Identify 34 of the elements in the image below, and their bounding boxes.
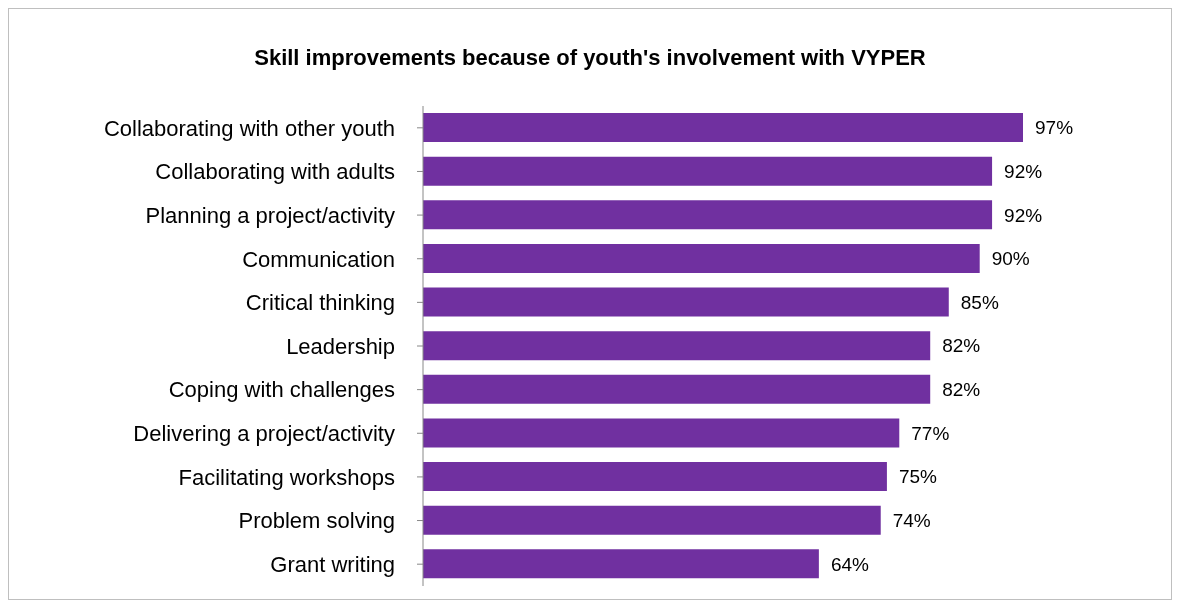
bar [423,462,887,492]
data-label: 82% [942,335,981,357]
y-tick-label: Delivering a project/activity [133,421,395,447]
bar [423,113,1023,142]
y-tick-label: Collaborating with other youth [103,115,395,141]
y-tick-label: Communication [242,246,395,272]
data-label: 92% [1004,160,1043,182]
bar [423,331,931,361]
y-tick-label: Planning a project/activity [145,202,395,228]
data-label: 90% [991,248,1030,270]
bar [423,287,949,317]
bar [423,505,881,535]
y-tick-label: Facilitating workshops [178,464,395,490]
bar [423,418,900,448]
y-tick-label: Leadership [286,333,395,359]
data-label: 74% [892,509,931,531]
bar [423,243,980,273]
bar [423,374,931,404]
y-tick-label: Grant writing [270,551,395,577]
y-tick-label: Collaborating with adults [155,159,395,185]
y-tick-label: Coping with challenges [168,377,395,403]
data-label: 75% [898,466,938,488]
data-label: 77% [911,422,950,444]
chart-title: Skill improvements because of youth's involvement with VYPER [253,43,927,72]
y-tick-label: Critical thinking [245,290,395,316]
bar [423,200,993,230]
bar [423,156,993,186]
y-tick-label: Problem solving [238,508,395,534]
data-label: 85% [960,291,999,313]
data-label: 92% [1004,204,1043,226]
data-label: 64% [830,553,870,575]
data-label: 82% [942,379,981,401]
bar [423,549,819,579]
data-label: 97% [1035,117,1074,139]
